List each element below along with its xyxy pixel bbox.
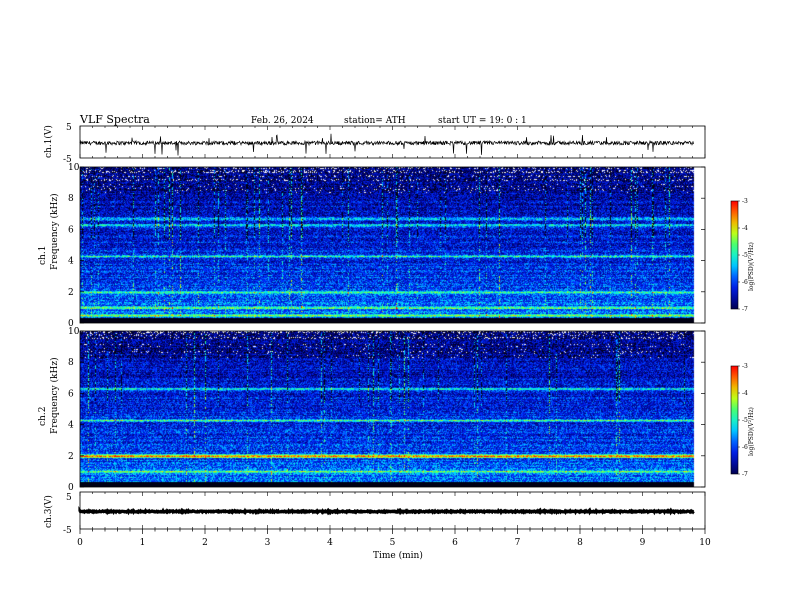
time-axis-tick-9: 9 (640, 538, 646, 548)
time-axis-tick-7: 7 (515, 538, 521, 548)
ch2-colorbar-tick: -4 (742, 390, 748, 397)
ch1-spectrogram-ytick-2: 2 (68, 288, 74, 298)
ch2-spectrogram-ytick-4: 4 (68, 421, 74, 431)
ch2-colorbar-tick: -7 (742, 471, 748, 478)
ch2-colorbar-tick: -3 (742, 363, 748, 370)
ch1-colorbar (730, 200, 739, 310)
time-axis-tick-3: 3 (265, 538, 271, 548)
time-axis-tick-4: 4 (327, 538, 333, 548)
time-axis-tick-5: 5 (390, 538, 396, 548)
ch2-spectrogram-ytick-6: 6 (68, 389, 74, 399)
start-time-label: start UT = 19: 0 : 1 (438, 116, 527, 126)
ch1-colorbar-tick: -3 (742, 198, 748, 205)
ch1-colorbar-label: log(PSD)(V²/Hz) (748, 242, 755, 291)
ch1-waveform-ylabel: ch.1(V) (43, 125, 54, 158)
ch1-waveform-panel: 5 -5 ch.1(V) (43, 123, 706, 165)
ch1-colorbar-tick: -6 (742, 279, 748, 286)
ch2-spectrogram-ylabel: Frequency (kHz) (49, 357, 60, 434)
ch3-waveform-panel: 5 -5 ch.3(V) (43, 491, 706, 536)
ch1-spectrogram-channel-label: ch.1 (38, 246, 48, 265)
ch1-spectrogram-ytick-4: 4 (68, 257, 74, 267)
ch1-spectrogram-frame (79, 166, 706, 324)
date-label: Feb. 26, 2024 (251, 116, 314, 126)
time-axis: 0 1 2 3 4 5 6 7 8 9 10 (77, 126, 711, 548)
ch2-colorbar-tick: -6 (742, 444, 748, 451)
ch2-colorbar (730, 365, 739, 475)
ch3-waveform-ylabel: ch.3(V) (43, 495, 54, 528)
ch1-colorbar-tick: -4 (742, 225, 748, 232)
ch1-spectrogram-image-holder (80, 167, 705, 323)
ch3-ytick-top: 5 (66, 493, 72, 503)
ch2-spectrogram-panel: ch.2 Frequency (kHz) 0 2 4 6 8 10 -3 -4 -5 -6 -7 l… (38, 327, 755, 493)
ch1-spectrogram-ytick-8: 8 (68, 194, 74, 204)
ch1-colorbar-tick: -7 (742, 306, 748, 313)
time-axis-tick-8: 8 (577, 538, 583, 548)
ch2-spectrogram-frame (79, 330, 706, 488)
time-axis-tick-1: 1 (140, 538, 146, 548)
ch1-colorbar-tick: -5 (742, 252, 748, 259)
ch2-spectrogram-ytick-0: 0 (68, 483, 74, 493)
ch2-spectrogram-channel-label: ch.2 (38, 407, 48, 426)
ch1-ytick-top: 5 (66, 123, 72, 133)
ch1-spectrogram-ytick-6: 6 (68, 225, 74, 235)
ch2-spectrogram-ytick-8: 8 (68, 358, 74, 368)
ch2-spectrogram-image (80, 331, 705, 487)
ch2-colorbar-label: log(PSD)(V²/Hz) (748, 407, 755, 456)
time-axis-tick-6: 6 (452, 538, 458, 548)
ch2-colorbar-tick: -5 (742, 417, 748, 424)
ch1-ytick-bottom: -5 (63, 155, 72, 165)
ch1-waveform-frame (79, 125, 706, 159)
ch2-spectrogram-ytick-10: 10 (68, 327, 80, 337)
ch3-ytick-bottom: -5 (63, 526, 72, 536)
ch3-waveform-line (78, 506, 695, 516)
time-axis-tick-0: 0 (77, 538, 83, 548)
station-label: station= ATH (344, 116, 406, 126)
ch1-spectrogram-panel: ch.1 Frequency (kHz) 0 2 4 6 8 10 -3 -4 -5 -6 -7 l… (38, 163, 755, 329)
time-axis-label: Time (min) (373, 550, 423, 561)
ch1-spectrogram-image (80, 167, 705, 323)
ch1-spectrogram-ytick-0: 0 (68, 319, 74, 329)
ch2-spectrogram-ytick-2: 2 (68, 452, 74, 462)
ch1-spectrogram-ytick-10: 10 (68, 163, 80, 173)
ch2-spectrogram-image-holder (80, 331, 705, 487)
figure-title: VLF Spectra (79, 113, 150, 126)
ch1-waveform-line (79, 133, 694, 156)
time-axis-tick-2: 2 (202, 538, 208, 548)
ch1-spectrogram-ylabel: Frequency (kHz) (49, 193, 60, 270)
time-axis-tick-10: 10 (699, 538, 711, 548)
